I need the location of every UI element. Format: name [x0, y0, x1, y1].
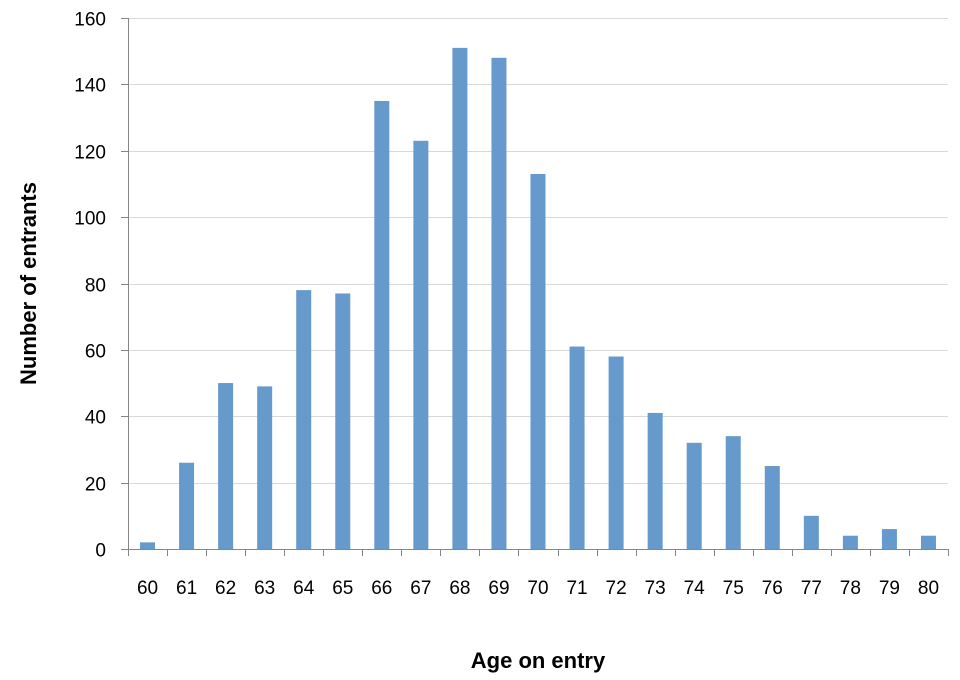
y-tick-label: 160 [74, 10, 106, 31]
x-tick-label: 62 [215, 578, 236, 599]
x-tick-label: 66 [371, 578, 392, 599]
bar-60 [140, 542, 156, 549]
bar-63 [257, 386, 273, 549]
bar-78 [842, 535, 858, 549]
bar-75 [725, 436, 741, 549]
bar-61 [179, 462, 195, 549]
x-tick-label: 61 [176, 578, 197, 599]
x-tick-label: 73 [645, 578, 666, 599]
bars [140, 47, 936, 550]
y-tick-label: 120 [74, 143, 106, 164]
y-tick-label: 40 [85, 408, 106, 429]
bar-74 [686, 442, 702, 549]
bar-67 [413, 140, 429, 549]
bar-76 [764, 466, 780, 549]
x-tick-label: 70 [527, 578, 548, 599]
y-tick-label: 140 [74, 76, 106, 97]
bar-71 [569, 346, 585, 549]
bar-79 [881, 529, 897, 549]
y-tick-label: 80 [85, 276, 106, 297]
y-tick-label: 100 [74, 209, 106, 230]
bar-77 [803, 515, 819, 549]
x-tick-label: 68 [449, 578, 470, 599]
y-tick-labels: 0 20 40 60 80 100 120 140 160 [74, 10, 106, 562]
x-tick-label: 74 [684, 578, 706, 599]
x-tick-label: 63 [254, 578, 275, 599]
bar-69 [491, 57, 507, 549]
bar-65 [335, 293, 351, 549]
y-tick-label: 60 [85, 342, 106, 363]
x-tick-label: 78 [840, 578, 861, 599]
x-axis-title: Age on entry [471, 648, 606, 673]
bar-68 [452, 47, 468, 550]
y-axis-title: Number of entrants [16, 182, 41, 385]
bar-73 [647, 412, 663, 549]
x-tick-labels: 60 61 62 63 64 65 66 67 68 69 70 71 72 73 74 75 76 77 78 79… [137, 578, 939, 599]
bar-64 [296, 290, 312, 549]
x-tick-label: 76 [762, 578, 783, 599]
x-tick-label: 67 [410, 578, 431, 599]
x-tick-label: 71 [566, 578, 587, 599]
x-tick-label: 64 [293, 578, 315, 599]
x-tick-label: 65 [332, 578, 353, 599]
x-tick-label: 79 [879, 578, 900, 599]
axes [121, 18, 949, 556]
x-tick-label: 80 [918, 578, 939, 599]
x-tick-label: 60 [137, 578, 158, 599]
y-tick-label: 20 [85, 475, 106, 496]
x-tick-label: 72 [606, 578, 627, 599]
x-tick-label: 75 [723, 578, 744, 599]
bar-80 [920, 535, 936, 549]
bar-62 [218, 383, 234, 549]
bar-72 [608, 356, 624, 549]
x-tick-label: 77 [801, 578, 822, 599]
y-tick-label: 0 [95, 541, 106, 562]
bar-70 [530, 173, 546, 549]
x-tick-label: 69 [488, 578, 509, 599]
bar-66 [374, 100, 390, 549]
